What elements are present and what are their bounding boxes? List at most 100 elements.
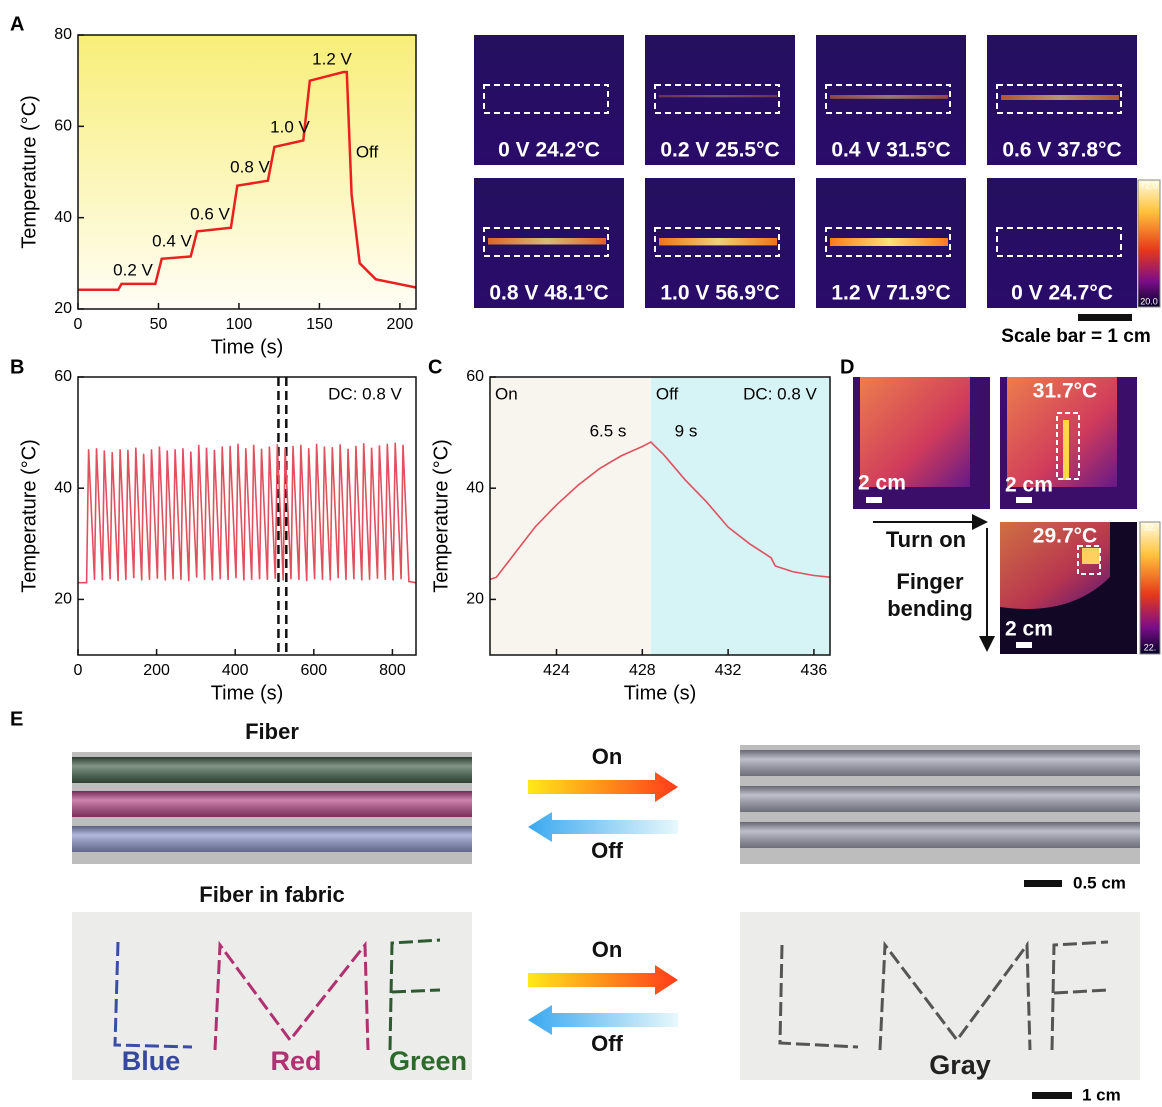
y-tick-label: 60 [466, 368, 484, 385]
scale-bar [1016, 642, 1032, 648]
region [650, 377, 830, 655]
x-tick-label: 800 [379, 662, 406, 679]
scale-bar [1032, 1092, 1072, 1099]
label: bending [887, 596, 973, 621]
temperature-label: 29.7°C [1033, 525, 1097, 548]
arrows [528, 772, 678, 1035]
y-axis-title: Temperature (°C) [18, 95, 40, 249]
label: Off [591, 1031, 623, 1056]
y-tick-label: 40 [54, 479, 72, 496]
colorbar [1137, 179, 1161, 308]
y-tick-label: 40 [54, 209, 72, 226]
x-tick-label: 100 [226, 316, 253, 333]
annotation: DC: 0.8 V [743, 384, 817, 403]
x-axis-title: Time (s) [624, 682, 697, 704]
roi-box [483, 84, 609, 114]
annotation: 9 s [675, 421, 698, 440]
panel-label: B [10, 356, 24, 378]
temperature-label: 31.7°C [1033, 380, 1097, 403]
hot-fiber [830, 95, 948, 99]
x-tick-label: 50 [150, 316, 168, 333]
y-tick-label: 20 [466, 591, 484, 608]
region-label: On [495, 384, 518, 403]
hot-fiber [830, 238, 948, 246]
label: Turn on [886, 527, 966, 552]
title: Fiber [245, 719, 299, 744]
label: Off [591, 838, 623, 863]
scale-label: 2 cm [1005, 474, 1053, 497]
color-label: Blue [122, 1046, 181, 1076]
x-tick-label: 200 [387, 316, 414, 333]
x-tick-label: 200 [143, 662, 170, 679]
hot-fiber [659, 238, 777, 246]
x-tick-label: 432 [715, 662, 742, 679]
plot-frame [77, 34, 417, 310]
title: Fiber in fabric [199, 882, 344, 907]
y-tick-label: 80 [54, 26, 72, 43]
annotation: DC: 0.8 V [328, 384, 402, 403]
caption: 1.0 V 56.9°C [660, 282, 779, 305]
caption: 0.8 V 48.1°C [489, 282, 608, 305]
scale-bar [1016, 497, 1032, 503]
roi-box [996, 227, 1122, 257]
annotation: 0.4 V [152, 231, 192, 250]
plot-background [78, 377, 416, 655]
scale-label: 2 cm [1005, 618, 1053, 641]
thermal-image [474, 35, 624, 165]
label: On [592, 937, 623, 962]
plot-frame [77, 376, 417, 656]
y-tick-label: 40 [466, 479, 484, 496]
caption: 0.6 V 37.8°C [1002, 139, 1121, 162]
colorbar-label: 72.0 [1140, 180, 1158, 190]
data-line [489, 441, 831, 581]
scale-bar [1078, 314, 1132, 321]
x-tick-label: 424 [543, 662, 570, 679]
x-tick-label: 0 [74, 316, 83, 333]
annotation: 0.6 V [190, 204, 230, 223]
scale-bar [866, 497, 882, 503]
roi-box [825, 227, 951, 257]
color-label: Red [270, 1046, 321, 1076]
data-line [78, 70, 417, 292]
y-tick-label: 20 [54, 300, 72, 317]
region-label: Off [656, 384, 679, 403]
annotation: 0.8 V [230, 157, 270, 176]
plot-frame [489, 376, 831, 656]
thermal-image [987, 178, 1137, 308]
y-tick-label: 60 [54, 118, 72, 135]
panel-label: E [10, 708, 23, 730]
hot-fiber [659, 95, 777, 98]
data-line [78, 442, 417, 584]
thermal-image [816, 35, 966, 165]
scale-label: 1 cm [1082, 1085, 1121, 1104]
y-tick-label: 20 [54, 591, 72, 608]
panel-label: C [428, 356, 442, 378]
scale-bar-label: Scale bar = 1 cm [1001, 326, 1150, 347]
y-axis-title: Temperature (°C) [430, 439, 452, 593]
x-tick-label: 428 [629, 662, 656, 679]
fabric-photo [72, 912, 1140, 1080]
label: On [592, 744, 623, 769]
roi-box [825, 84, 951, 114]
roi-box [996, 84, 1122, 114]
colorbar-label: 32. [1144, 522, 1157, 532]
caption: 1.2 V 71.9°C [831, 282, 950, 305]
color-label: Green [389, 1046, 467, 1076]
colorbar-label: 22. [1144, 642, 1157, 652]
region [490, 377, 651, 655]
x-tick-label: 436 [801, 662, 828, 679]
scale-bar [1024, 880, 1062, 887]
annotation: 1.2 V [312, 49, 352, 68]
x-tick-label: 0 [74, 662, 83, 679]
thermal-image [645, 35, 795, 165]
annotation: 0.2 V [113, 260, 153, 279]
hot-fiber [488, 238, 606, 245]
panel-label: D [840, 356, 854, 378]
scale-label: 0.5 cm [1073, 873, 1126, 892]
roi-box [654, 84, 780, 114]
label: Finger [896, 569, 964, 594]
caption: 0 V 24.2°C [498, 139, 600, 162]
caption: 0 V 24.7°C [1011, 282, 1113, 305]
annotation: 6.5 s [590, 421, 627, 440]
scale-label: 2 cm [858, 472, 906, 495]
